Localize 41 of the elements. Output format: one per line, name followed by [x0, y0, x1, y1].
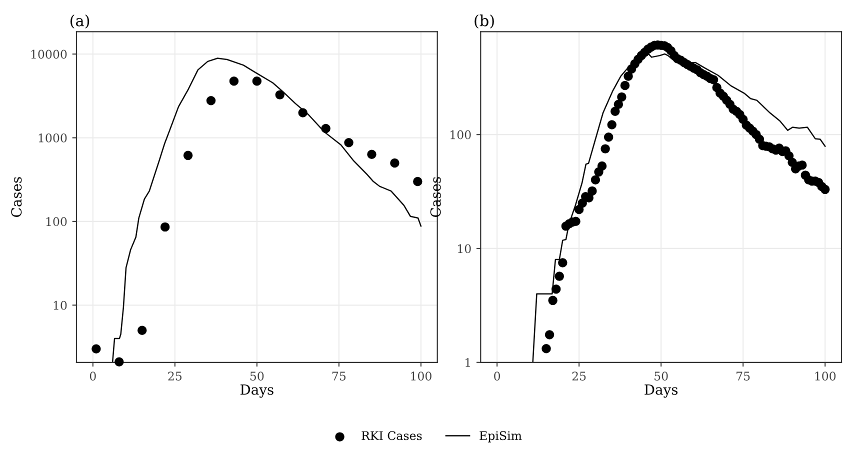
y-axis-title: Cases	[430, 177, 441, 217]
point	[114, 357, 124, 366]
point	[183, 150, 193, 160]
x-tick-label: 50	[654, 372, 668, 381]
y-tick-label: 1000	[38, 133, 67, 142]
point	[160, 222, 170, 232]
chart-title: (b)	[474, 14, 494, 29]
point	[206, 96, 216, 106]
point	[275, 90, 285, 100]
x-tick-label: 100	[411, 372, 432, 381]
point	[413, 176, 422, 186]
x-axis-title: Days	[644, 384, 678, 398]
y-tick-label: 100	[450, 130, 471, 140]
y-tick-label: 10	[458, 244, 471, 254]
y-tick-label: 1	[466, 358, 470, 367]
y-axis-title: Cases	[11, 177, 22, 217]
point	[137, 326, 147, 335]
point	[344, 138, 354, 148]
y-tick-label: 100	[46, 217, 67, 226]
x-tick-label: 25	[572, 372, 586, 381]
point	[298, 108, 308, 118]
legend-label: RKI Cases	[362, 431, 422, 440]
x-tick-label: 25	[168, 372, 182, 381]
x-tick-label: 75	[332, 372, 346, 381]
point	[92, 344, 101, 354]
point	[321, 124, 330, 134]
x-tick-label: 50	[250, 372, 264, 381]
point	[367, 150, 376, 160]
x-tick-label: 0	[90, 372, 96, 381]
point	[229, 76, 239, 86]
point	[390, 158, 400, 168]
chart-title: (a)	[70, 14, 90, 29]
legend-label: EpiSim	[480, 431, 522, 442]
y-tick-label: 10000	[31, 50, 67, 59]
x-tick-label: 100	[815, 372, 836, 381]
point	[252, 76, 262, 86]
y-tick-label: 10	[54, 300, 67, 310]
x-axis-title: Days	[240, 384, 274, 398]
x-tick-label: 75	[736, 372, 750, 381]
x-tick-label: 0	[494, 372, 500, 381]
line-series	[112, 58, 422, 362]
